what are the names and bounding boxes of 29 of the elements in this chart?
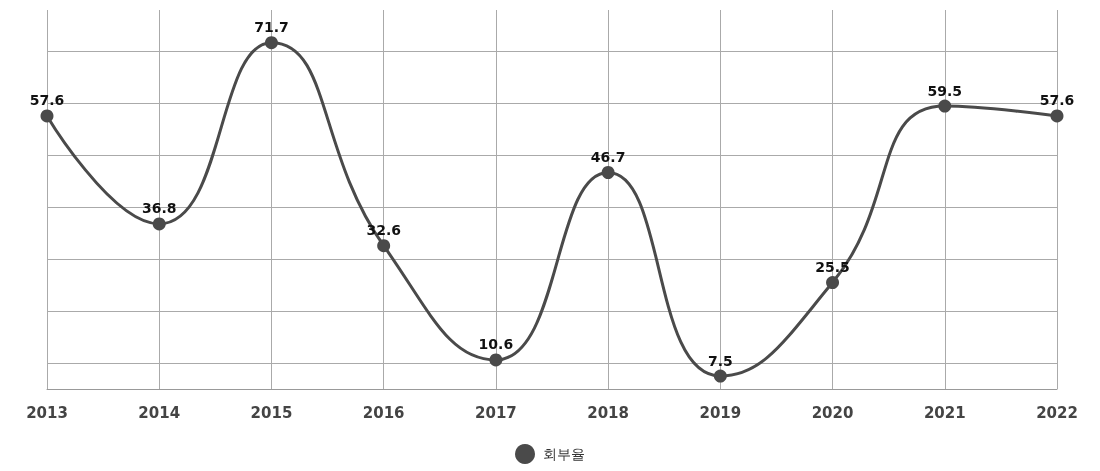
point	[40, 109, 54, 123]
point	[264, 36, 278, 50]
point	[601, 166, 615, 179]
x-tick-label: 2016	[362, 403, 405, 422]
data-label: 10.6	[478, 336, 514, 353]
x-tick-label: 2019	[699, 403, 742, 422]
x-tick-label: 2018	[587, 403, 629, 422]
point	[938, 99, 952, 113]
point	[713, 369, 727, 383]
point	[1050, 109, 1064, 123]
point	[826, 276, 840, 290]
x-tick-label: 2014	[138, 403, 181, 422]
legend-label: 회부율	[543, 446, 585, 462]
data-label: 71.7	[254, 19, 289, 36]
point	[152, 217, 166, 231]
data-label: 59.5	[927, 82, 963, 99]
point	[489, 353, 503, 367]
x-tick-label: 2022	[1036, 403, 1078, 422]
x-tick-label: 2021	[923, 403, 966, 422]
x-tick-label: 2013	[26, 403, 68, 422]
data-label: 36.8	[141, 200, 177, 217]
data-label: 57.6	[29, 92, 65, 109]
data-label: 46.7	[590, 149, 626, 165]
x-tick-label: 2015	[250, 403, 293, 422]
data-label: 7.5	[707, 352, 733, 369]
point	[377, 239, 391, 253]
x-tick-label: 2017	[475, 403, 517, 422]
x-tick-label: 2020	[811, 403, 854, 422]
data-label: 57.6	[1039, 92, 1075, 109]
